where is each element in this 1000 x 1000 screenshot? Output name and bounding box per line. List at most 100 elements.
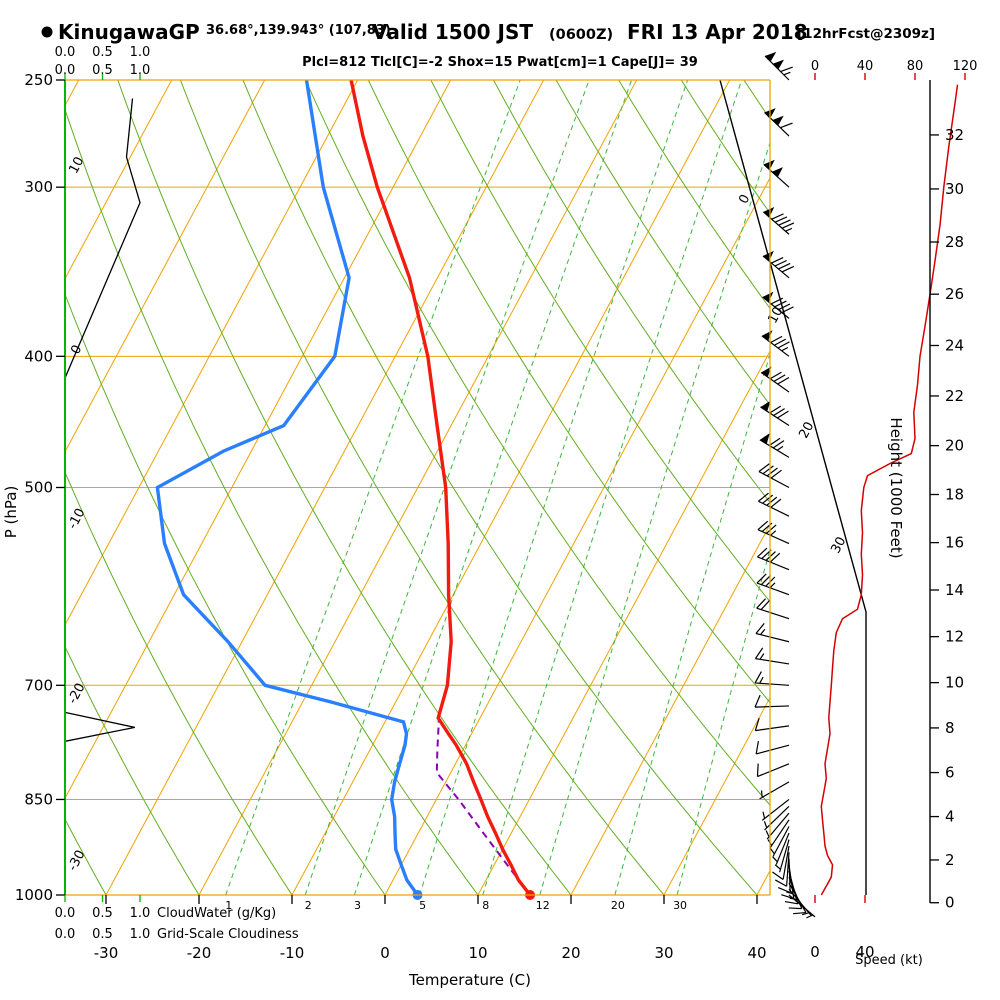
wind-barb-half-feather (785, 227, 793, 232)
speed-axis-top-label: 120 (953, 59, 978, 74)
dry-adiabat-line (493, 80, 770, 504)
isotherm-line (65, 80, 266, 453)
mixing-ratio-label: 3 (354, 899, 361, 912)
mixing-ratio-line (482, 80, 743, 895)
wind-barb-feather (765, 551, 776, 561)
wind-barb-pennant (772, 115, 784, 126)
wind-barb-feather (766, 467, 778, 477)
wind-barb-feather (778, 262, 791, 270)
valid-time: Valid 1500 JST (372, 20, 533, 44)
wind-barb-feather (769, 371, 782, 380)
wind-barb-feather (766, 496, 778, 506)
wind-barb-feather (770, 297, 784, 305)
cloudwater-top-label: 1.0 (130, 45, 151, 60)
wind-barb-feather (771, 213, 784, 220)
wind-barb (757, 529, 790, 545)
wind-barb-feather (774, 300, 787, 308)
wind-barb-feather (754, 671, 762, 684)
wind-barb-feather (760, 575, 771, 586)
wind-barb-pennant (760, 400, 771, 412)
wind-barb-feather (777, 377, 790, 385)
isotherm-line (384, 176, 770, 895)
pressure-tick-label: 300 (24, 178, 53, 196)
speed-axis-top-label: 0 (811, 59, 819, 74)
isotherm-label: 20 (796, 420, 817, 442)
speed-axis-bottom-label: 0 (810, 943, 820, 961)
dry-adiabat-line (430, 80, 770, 603)
dry-adiabat-line (117, 80, 572, 895)
cloudiness-axis-title: Grid-Scale Cloudiness (157, 927, 299, 942)
temperature-tick-label: 30 (654, 944, 673, 962)
wind-barb-pennant (763, 159, 775, 170)
wind-barb (755, 682, 790, 686)
mixing-ratio-label: 2 (305, 899, 312, 912)
height-tick-label: 14 (945, 581, 964, 599)
wind-barb-feather (754, 647, 764, 659)
temperature-tick-label: 40 (747, 944, 766, 962)
wind-barb-feather (778, 219, 791, 226)
isotherm-line (105, 80, 545, 895)
cloudiness-top-label: 0.5 (92, 63, 113, 78)
mixing-ratio-line (676, 547, 770, 895)
wind-barb (757, 763, 790, 778)
wind-barb-feather (778, 303, 791, 311)
dry-adiabat-line (179, 80, 665, 895)
station-name: KinugawaGP (58, 20, 200, 44)
temperature-curve (349, 80, 532, 895)
speed-axis-bottom-label: 40 (855, 943, 874, 961)
height-tick-label: 12 (945, 628, 964, 646)
isotherm-line (663, 696, 770, 895)
pressure-tick-label: 250 (24, 71, 53, 89)
height-tick-label: 16 (945, 534, 964, 552)
pressure-tick-label: 400 (24, 347, 53, 365)
wind-speed-curve (820, 84, 959, 896)
wind-barb-feather (770, 498, 782, 508)
isotherm-label: 30 (828, 535, 849, 557)
wind-barb (756, 582, 790, 596)
dry-adiabat-label: -20 (65, 681, 88, 707)
isotherm-line (198, 80, 638, 895)
wind-barb-half-feather (806, 914, 814, 919)
wind-barb (758, 500, 790, 517)
wind-barb-feather (777, 341, 790, 349)
height-tick-label: 8 (945, 719, 955, 737)
wind-barb-feather (781, 265, 794, 273)
temperature-tick-label: -10 (280, 944, 305, 962)
wind-barb-pennant (762, 291, 774, 303)
wind-barb-feather (762, 494, 774, 504)
wind-barb-half-feather (781, 346, 789, 352)
height-tick-label: 32 (945, 126, 964, 144)
wind-barb (756, 744, 790, 755)
mixing-ratio-label: 5 (419, 899, 426, 912)
wind-barb-feather (792, 911, 807, 915)
sounding-profiles (155, 80, 532, 895)
dry-adiabat-label: 10 (66, 155, 87, 177)
dry-adiabat-line (242, 80, 758, 895)
wind-barb-feather (771, 256, 784, 264)
dry-adiabat-line (65, 292, 386, 895)
stability-indices: Plcl=812 Tlcl[C]=-2 Shox=15 Pwat[cm]=1 C… (302, 55, 698, 70)
wind-barb-half-feather (759, 676, 764, 684)
wind-barb-feather (768, 437, 781, 446)
cloudiness-top-label: 0.0 (55, 63, 76, 78)
wind-barb-feather (774, 338, 787, 346)
wind-barb-pennant (771, 167, 783, 178)
temperature-tick-label: -20 (187, 944, 212, 962)
wind-barb-feather (777, 410, 789, 419)
cloudwater-bottom-label: 1.0 (130, 906, 151, 921)
height-tick-label: 4 (945, 808, 955, 826)
wind-barb-feather (781, 894, 794, 900)
height-tick-label: 24 (945, 336, 964, 354)
wind-barb-pennant (763, 207, 775, 218)
cloudiness-curve (64, 98, 141, 895)
height-tick-label: 18 (945, 486, 964, 504)
wind-barb-pennant (762, 250, 774, 262)
wind-barb (782, 845, 790, 880)
wind-barb (775, 832, 790, 865)
wind-barb-half-feather (774, 864, 781, 870)
wind-barb-feather (780, 122, 793, 129)
wind-barb-half-feather (772, 856, 778, 863)
isotherm-line (65, 80, 359, 627)
mixing-ratio-label: 30 (673, 899, 687, 912)
